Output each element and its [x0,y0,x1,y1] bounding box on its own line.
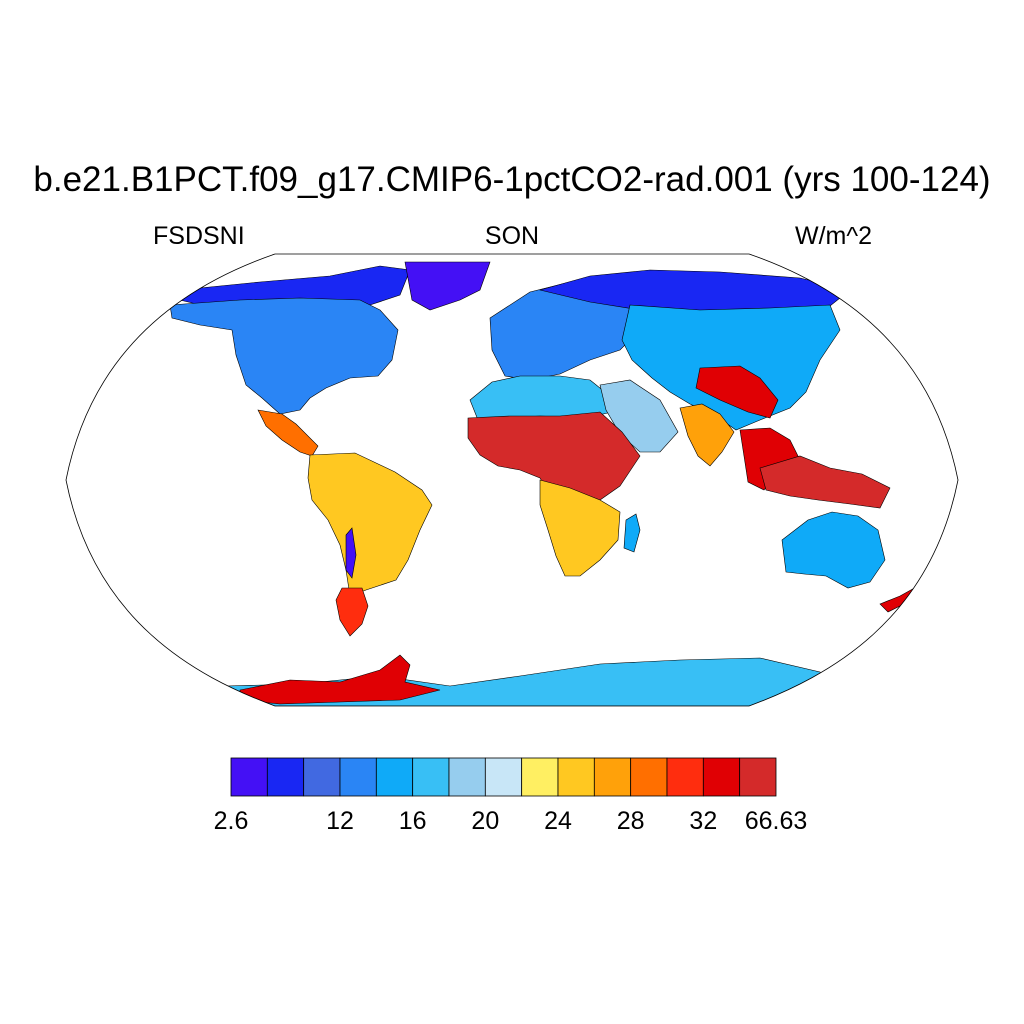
colorbar-box [448,757,486,797]
colorbar-box [739,757,777,797]
region-india [679,403,735,467]
colorbar-tick-label: 66.63 [745,807,808,835]
season-label: SON [484,222,540,250]
colorbar-box [484,757,523,797]
region-arabia [599,379,679,453]
colorbar-tick-label: 16 [399,807,427,835]
colorbar-box [593,757,632,797]
colorbar-tick-label: 12 [326,807,354,835]
region-patagonia [335,587,369,637]
colorbar-box [375,757,414,797]
colorbar-tick-label: 28 [617,807,645,835]
region-antarctic-peninsula [239,654,441,705]
region-greenland [404,261,491,311]
colorbar-box [521,757,559,797]
colorbar-box [412,757,450,797]
colorbar-tick-label: 32 [689,807,717,835]
colorbar-box [266,757,305,797]
region-australia [781,511,886,589]
colorbar-box [230,757,268,797]
region-madagascar [623,513,641,553]
colorbar-box [630,757,668,797]
region-andes [345,527,357,579]
colorbar-box [702,757,741,797]
region-north-america [169,297,399,415]
colorbar-box [557,757,595,797]
land-layer [169,261,929,706]
region-indonesia [759,455,891,509]
colorbar-box [339,757,377,797]
colorbar-tick-label: 24 [544,807,572,835]
region-tibet [695,365,779,419]
colorbar-box [666,757,704,797]
colorbar-tick-label: 2.6 [214,807,249,835]
variable-label: FSDSNI [153,222,245,250]
map-boundary [65,253,959,707]
plot-title: b.e21.B1PCT.f09_g17.CMIP6-1pctCO2-rad.00… [33,160,991,199]
region-southern-africa [539,479,621,577]
region-south-america [307,452,433,597]
colorbar-tick-label: 20 [471,807,499,835]
colorbar-box [303,757,341,797]
units-label: W/m^2 [794,222,872,250]
